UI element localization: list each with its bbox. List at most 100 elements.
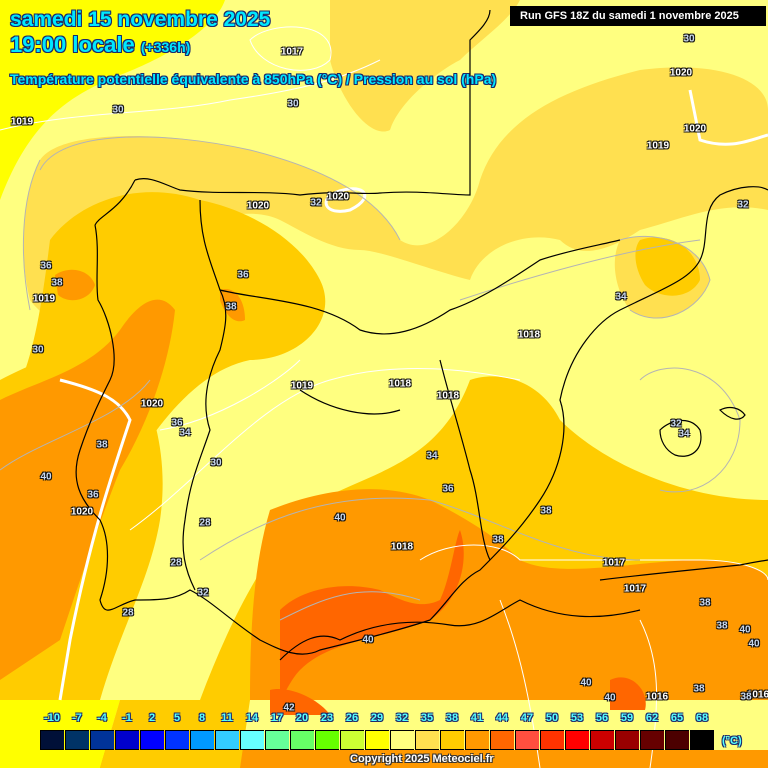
forecast-offset: (+336h)	[140, 39, 191, 55]
pressure-label: 1016	[746, 689, 768, 701]
theta-label: 38	[225, 301, 237, 313]
legend-cell	[290, 730, 314, 750]
copyright: Copyright 2025 Meteociel.fr	[350, 753, 494, 765]
legend-cell	[265, 730, 289, 750]
legend-cell	[340, 730, 364, 750]
legend-cell	[490, 730, 514, 750]
theta-zone-29-b	[0, 120, 20, 190]
legend-tick: 20	[295, 712, 309, 724]
theta-label: 40	[334, 512, 346, 524]
legend-unit: (°C)	[722, 735, 742, 747]
theta-zone-38-atlantic	[0, 299, 175, 680]
legend-tick: 38	[445, 712, 459, 724]
legend-cell	[140, 730, 164, 750]
legend-cell	[540, 730, 564, 750]
legend-cell	[565, 730, 589, 750]
theta-label: 38	[492, 534, 504, 546]
pressure-label: 1020	[326, 191, 350, 203]
legend-cell	[65, 730, 89, 750]
forecast-date: samedi 15 novembre 2025	[10, 8, 271, 31]
legend-tick: 5	[173, 712, 181, 724]
theta-label: 38	[540, 505, 552, 517]
legend-tick: -4	[97, 712, 107, 724]
pressure-label: 1019	[646, 140, 670, 152]
legend-tick: 41	[470, 712, 484, 724]
legend-tick: 23	[320, 712, 334, 724]
theta-label: 40	[739, 624, 751, 636]
legend-tick: -7	[72, 712, 82, 724]
theta-label: 32	[670, 418, 682, 430]
legend-tick: 68	[695, 712, 709, 724]
legend-tick: 8	[198, 712, 206, 724]
legend-tick: -10	[44, 712, 60, 724]
pressure-label: 1016	[645, 691, 669, 703]
pressure-label: 1017	[623, 583, 647, 595]
pressure-label: 1018	[436, 390, 460, 402]
theta-zone-38-galicia-spot	[55, 269, 95, 301]
legend-cell	[690, 730, 714, 750]
pressure-label: 1018	[388, 378, 412, 390]
legend-cell	[440, 730, 464, 750]
theta-label: 38	[51, 277, 63, 289]
legend-cell	[590, 730, 614, 750]
theta-label: 28	[199, 517, 211, 529]
theta-label: 38	[716, 620, 728, 632]
legend-tick: 62	[645, 712, 659, 724]
legend-cell	[390, 730, 414, 750]
theta-label: 38	[96, 439, 108, 451]
pressure-label: 1018	[517, 329, 541, 341]
legend-cell	[615, 730, 639, 750]
theta-label: 32	[737, 199, 749, 211]
pressure-label: 1019	[32, 293, 56, 305]
theta-label: 34	[179, 427, 191, 439]
legend-cell	[515, 730, 539, 750]
theta-zone-32-north	[23, 67, 768, 322]
theta-label: 40	[748, 638, 760, 650]
legend-tick: 17	[270, 712, 284, 724]
theta-zone-41-andalusia	[280, 530, 464, 700]
legend-tick: 47	[520, 712, 534, 724]
theta-label: 42	[283, 702, 295, 714]
legend-cell	[90, 730, 114, 750]
pressure-label: 1020	[683, 123, 707, 135]
theta-zone-38-leon-spot	[220, 289, 245, 322]
theta-label: 38	[699, 597, 711, 609]
theta-label: 40	[362, 634, 374, 646]
theta-label: 32	[310, 197, 322, 209]
legend-cell	[465, 730, 489, 750]
legend-tick: 26	[345, 712, 359, 724]
legend-tick: 32	[395, 712, 409, 724]
forecast-time-value: 19:00 locale	[10, 32, 135, 57]
legend-cell	[665, 730, 689, 750]
legend-tick: 14	[245, 712, 259, 724]
legend-tick: 65	[670, 712, 684, 724]
theta-label: 34	[426, 450, 438, 462]
theta-label: 36	[40, 260, 52, 272]
pressure-label: 1020	[246, 200, 270, 212]
legend-cell	[240, 730, 264, 750]
theta-label: 36	[237, 269, 249, 281]
pressure-label: 1019	[10, 116, 34, 128]
theta-zone-35-cat-core	[635, 237, 700, 296]
theta-contours	[0, 136, 741, 621]
pressure-label: 1020	[70, 506, 94, 518]
color-legend	[40, 730, 715, 750]
legend-tick: 50	[545, 712, 559, 724]
theta-label: 30	[32, 344, 44, 356]
pressure-label: 1020	[140, 398, 164, 410]
theta-zone-38-south	[250, 489, 768, 700]
theta-label: 36	[87, 489, 99, 501]
theta-label: 30	[683, 33, 695, 45]
legend-cell	[165, 730, 189, 750]
theta-zone-41-south-left	[270, 689, 330, 715]
theta-zone-29	[0, 0, 225, 200]
theta-zone-32-ne	[330, 0, 520, 132]
legend-tick: -1	[122, 712, 132, 724]
legend-tick: 59	[620, 712, 634, 724]
legend-tick: 53	[570, 712, 584, 724]
legend-cell	[215, 730, 239, 750]
legend-cell	[365, 730, 389, 750]
legend-cell	[190, 730, 214, 750]
theta-label: 36	[442, 483, 454, 495]
isobars	[0, 26, 768, 768]
